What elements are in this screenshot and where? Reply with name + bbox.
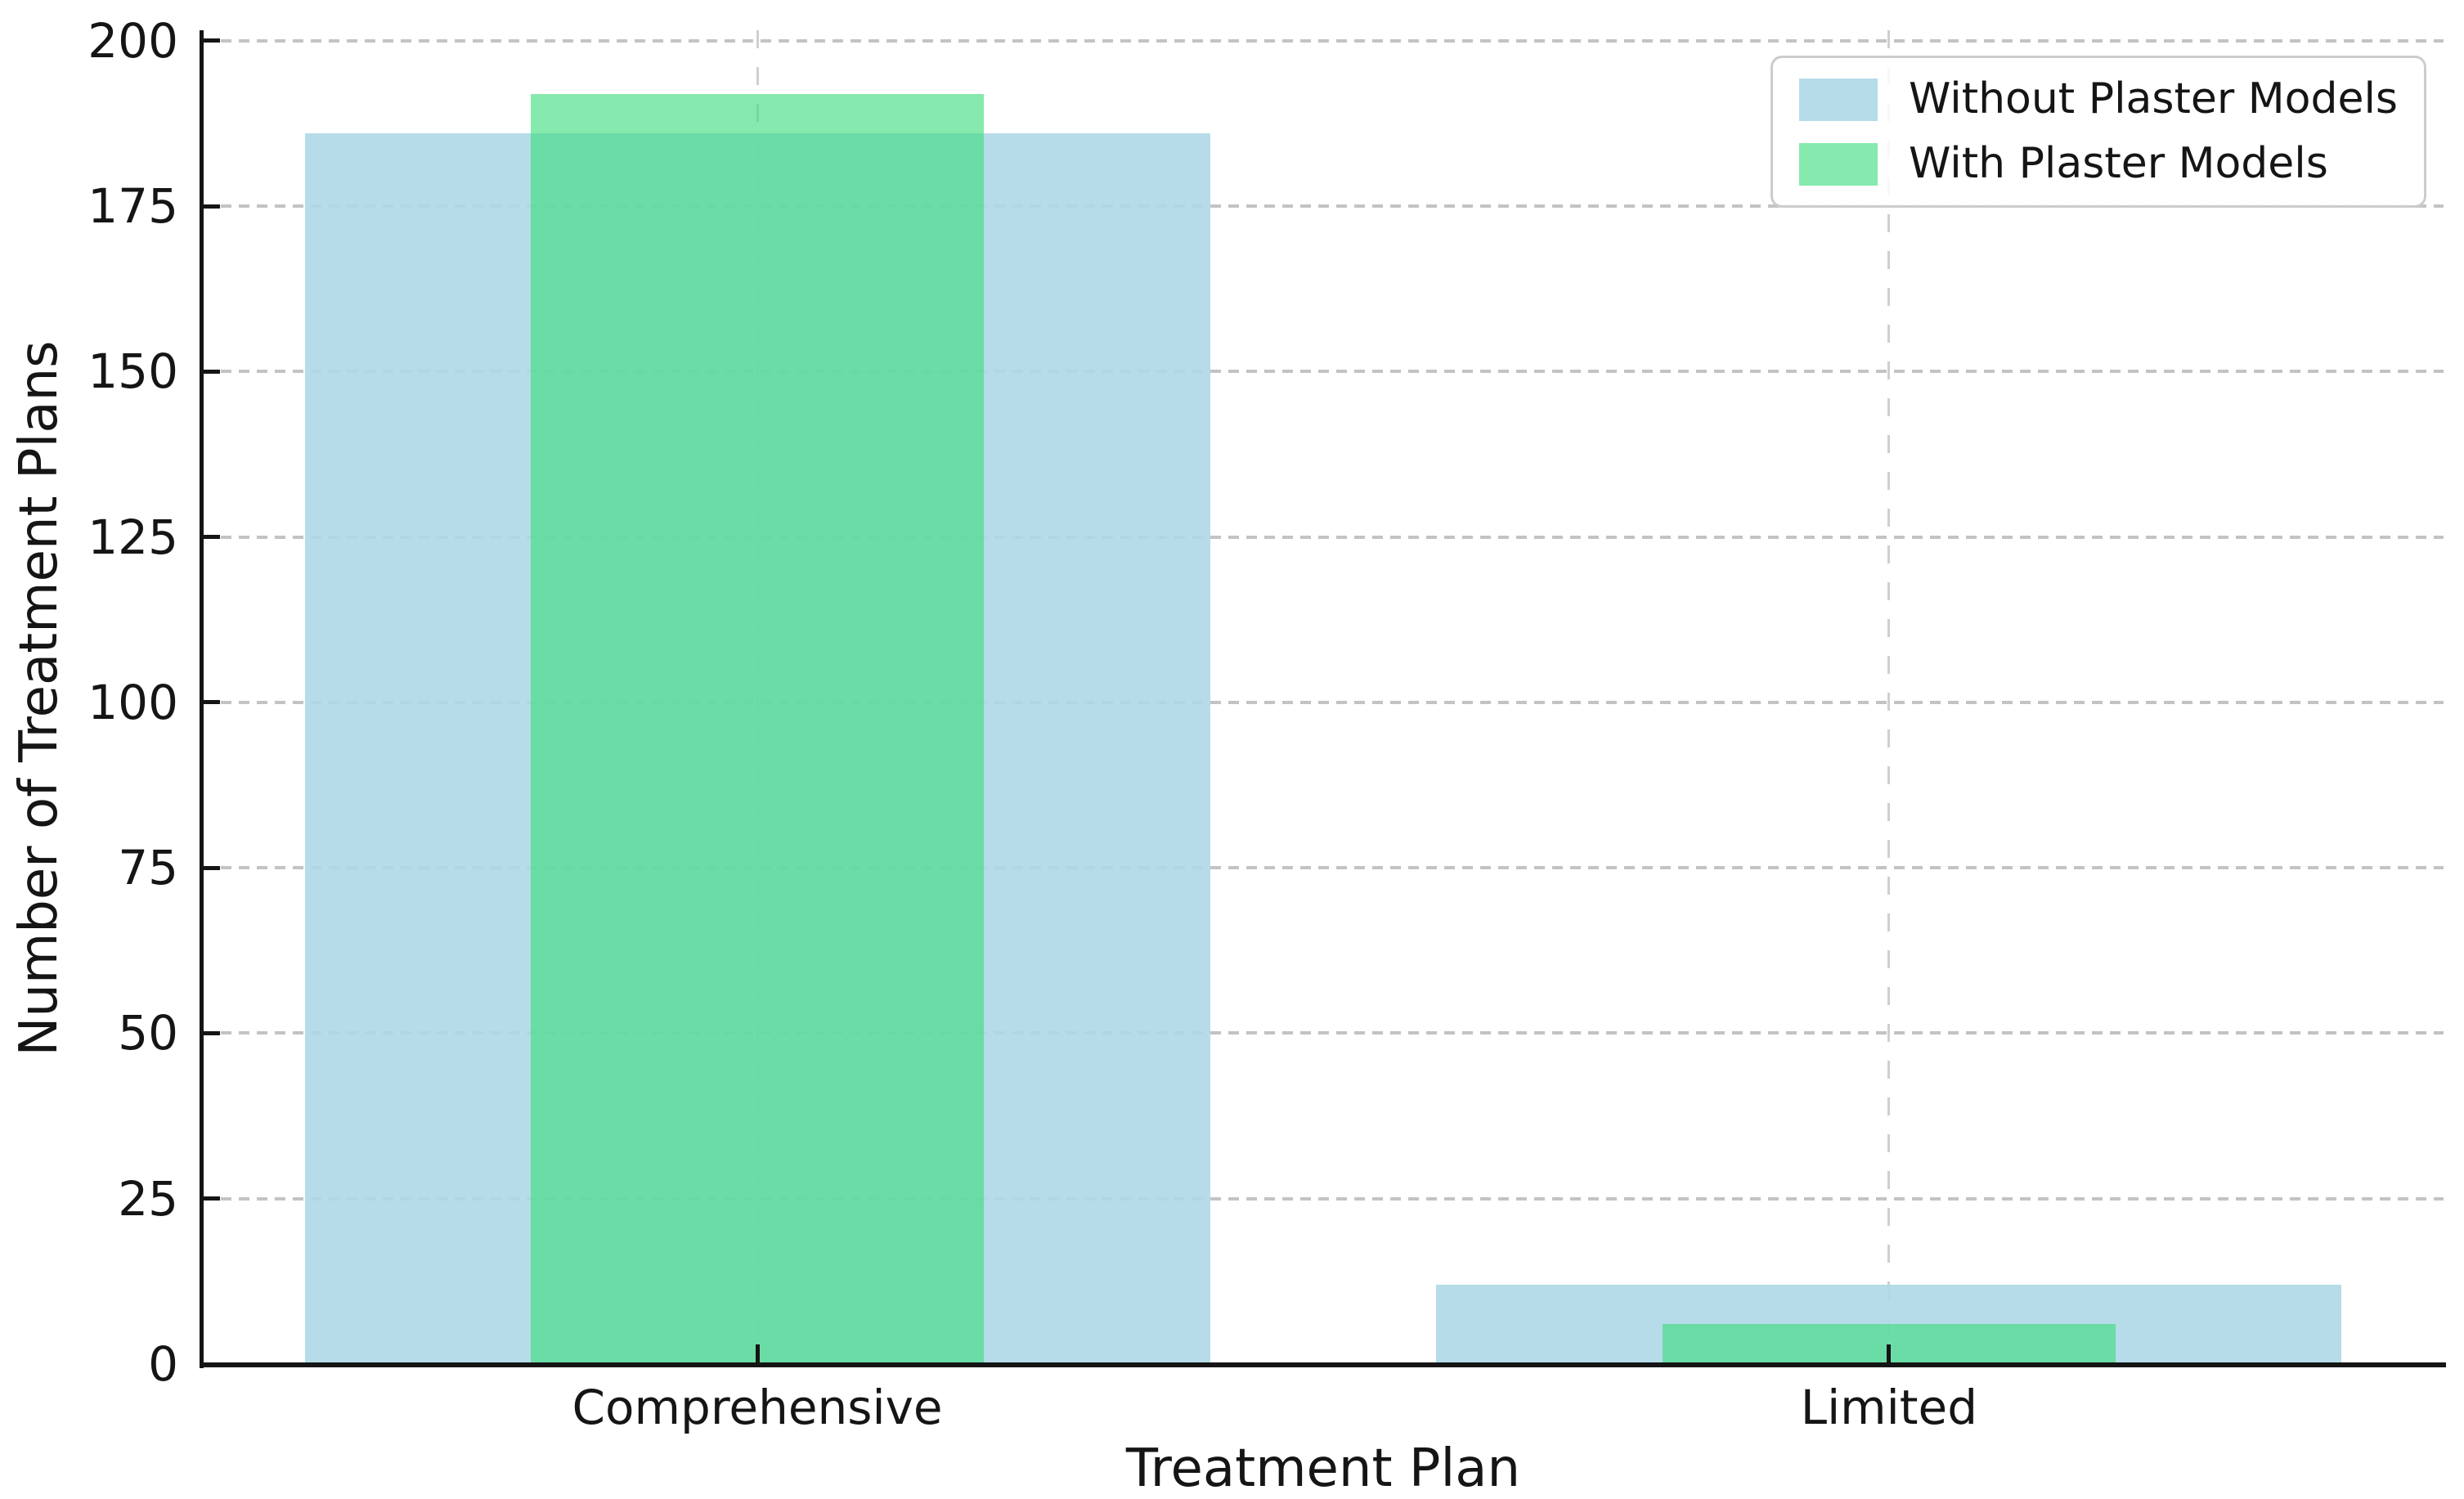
y-tick-mark [204, 535, 220, 540]
x-tick-mark [1887, 1344, 1892, 1362]
y-tick-mark [204, 1362, 220, 1367]
legend: Without Plaster Models With Plaster Model… [1770, 56, 2426, 209]
gridline-horizontal [203, 535, 2444, 539]
y-tick-label: 50 [118, 1005, 178, 1061]
gridline-horizontal [203, 1196, 2444, 1201]
legend-swatch [1798, 142, 1878, 186]
legend-label: Without Plaster Models [1908, 74, 2398, 123]
x-axis-label: Treatment Plan [1125, 1438, 1521, 1499]
y-tick-label: 0 [148, 1336, 178, 1392]
y-tick-label: 175 [88, 178, 178, 235]
plot-area [203, 30, 2444, 1364]
gridline-horizontal [203, 370, 2444, 374]
y-tick-label: 75 [118, 840, 178, 896]
legend-entry: With Plaster Models [1798, 139, 2398, 189]
x-axis-spine [200, 1362, 2446, 1367]
y-tick-mark [204, 700, 220, 705]
gridline-horizontal [203, 700, 2444, 704]
y-tick-label: 125 [88, 509, 178, 565]
y-axis-spine [200, 30, 204, 1368]
y-tick-mark [204, 865, 220, 870]
y-tick-mark [204, 204, 220, 209]
y-tick-mark [204, 369, 220, 374]
legend-entry: Without Plaster Models [1798, 74, 2398, 123]
gridline-horizontal [203, 38, 2444, 43]
bar-comprehensive-with-plaster-models [531, 93, 984, 1364]
gridline-horizontal [203, 204, 2444, 209]
y-tick-label: 25 [118, 1170, 178, 1227]
gridline-vertical [1887, 30, 1891, 1364]
y-axis-label: Number of Treatment Plans [9, 340, 70, 1057]
legend-label: With Plaster Models [1908, 139, 2328, 189]
legend-swatch [1798, 78, 1878, 121]
y-tick-mark [204, 1196, 220, 1201]
y-tick-mark [204, 38, 220, 43]
y-tick-label: 200 [88, 12, 178, 69]
gridline-horizontal [203, 866, 2444, 870]
x-tick-label: Comprehensive [572, 1380, 943, 1435]
y-tick-label: 150 [88, 343, 178, 400]
y-tick-label: 100 [88, 674, 178, 730]
x-tick-mark [755, 1344, 760, 1362]
gridline-horizontal [203, 1031, 2444, 1035]
x-tick-label: Limited [1800, 1380, 1978, 1435]
y-tick-mark [204, 1030, 220, 1035]
